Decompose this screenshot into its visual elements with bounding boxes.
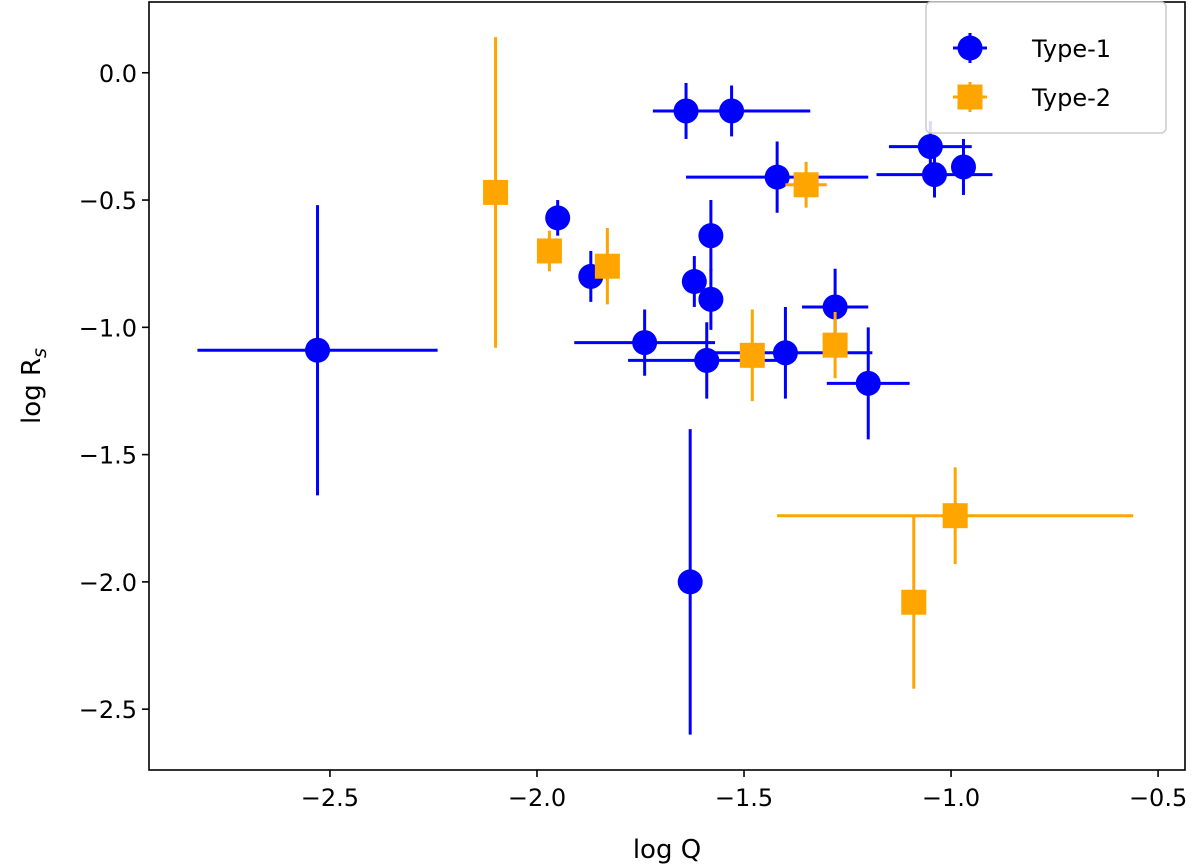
data-point xyxy=(686,141,869,213)
data-point xyxy=(681,256,707,307)
x-tick-label: −1.0 xyxy=(922,784,980,812)
legend-marker-type-1 xyxy=(953,33,987,63)
circle-marker xyxy=(305,337,331,363)
circle-marker xyxy=(698,223,724,249)
circle-marker xyxy=(764,164,790,190)
circle-marker xyxy=(772,340,798,366)
legend-square-marker xyxy=(957,84,983,110)
data-point xyxy=(594,228,620,305)
square-marker xyxy=(793,172,819,198)
data-point xyxy=(826,327,910,440)
x-tick-label: −2.0 xyxy=(508,784,566,812)
legend-circle-marker xyxy=(957,35,983,61)
data-point xyxy=(652,85,811,137)
data-point xyxy=(698,200,724,272)
data-point xyxy=(698,268,724,330)
square-marker xyxy=(536,238,562,264)
x-axis-ticks: −2.5 −2.0 −1.5 −1.0 −0.5 xyxy=(301,770,1187,812)
circle-marker xyxy=(921,162,947,188)
circle-marker xyxy=(545,205,571,231)
y-tick-label: −1.5 xyxy=(79,442,137,470)
data-point xyxy=(901,515,927,689)
legend-marker-type-2 xyxy=(953,82,987,112)
square-marker xyxy=(594,253,620,279)
x-tick-label: −2.5 xyxy=(301,784,359,812)
data-point xyxy=(536,230,562,272)
y-tick-label: −2.0 xyxy=(79,569,137,597)
y-axis-label-subscript: s xyxy=(29,348,51,358)
circle-marker xyxy=(677,569,703,595)
circle-marker xyxy=(950,154,976,180)
data-point xyxy=(950,138,976,195)
legend-label-type-2: Type-2 xyxy=(1031,84,1111,112)
x-tick-label: −0.5 xyxy=(1129,784,1187,812)
circle-marker xyxy=(822,294,848,320)
circle-marker xyxy=(632,330,658,356)
circle-marker xyxy=(855,370,881,396)
legend-label-type-1: Type-1 xyxy=(1031,35,1111,63)
circle-marker xyxy=(719,98,745,124)
y-tick-label: −2.5 xyxy=(79,696,137,724)
plot-frame xyxy=(148,1,1186,771)
circle-marker xyxy=(917,134,943,160)
data-point xyxy=(777,467,1134,565)
x-tick-label: −1.5 xyxy=(715,784,773,812)
square-marker xyxy=(942,503,968,529)
circle-marker xyxy=(681,269,707,295)
x-axis-label: log Q xyxy=(633,835,701,865)
y-tick-label: −1.0 xyxy=(79,314,137,342)
square-marker xyxy=(901,589,927,615)
y-tick-label: 0.0 xyxy=(99,60,137,88)
data-point xyxy=(545,200,571,236)
data-point xyxy=(785,161,827,208)
y-axis-label: log Rs xyxy=(17,348,51,424)
data-point xyxy=(739,309,765,402)
data-point xyxy=(677,429,703,735)
legend: Type-1 Type-2 xyxy=(925,1,1167,134)
data-point xyxy=(483,37,509,348)
y-tick-label: −0.5 xyxy=(79,187,137,215)
data-point xyxy=(822,312,848,379)
data-marks xyxy=(197,37,1134,735)
square-marker xyxy=(822,332,848,358)
square-marker xyxy=(739,342,765,368)
series-type-2 xyxy=(483,37,1134,689)
data-point xyxy=(197,205,438,496)
series-type-1 xyxy=(197,82,993,735)
data-point xyxy=(876,151,993,198)
data-point xyxy=(574,309,716,376)
y-axis-ticks: 0.0 −0.5 −1.0 −1.5 −2.0 −2.5 xyxy=(79,60,149,724)
legend-box xyxy=(925,1,1167,134)
square-marker xyxy=(483,179,509,205)
circle-marker xyxy=(698,286,724,312)
